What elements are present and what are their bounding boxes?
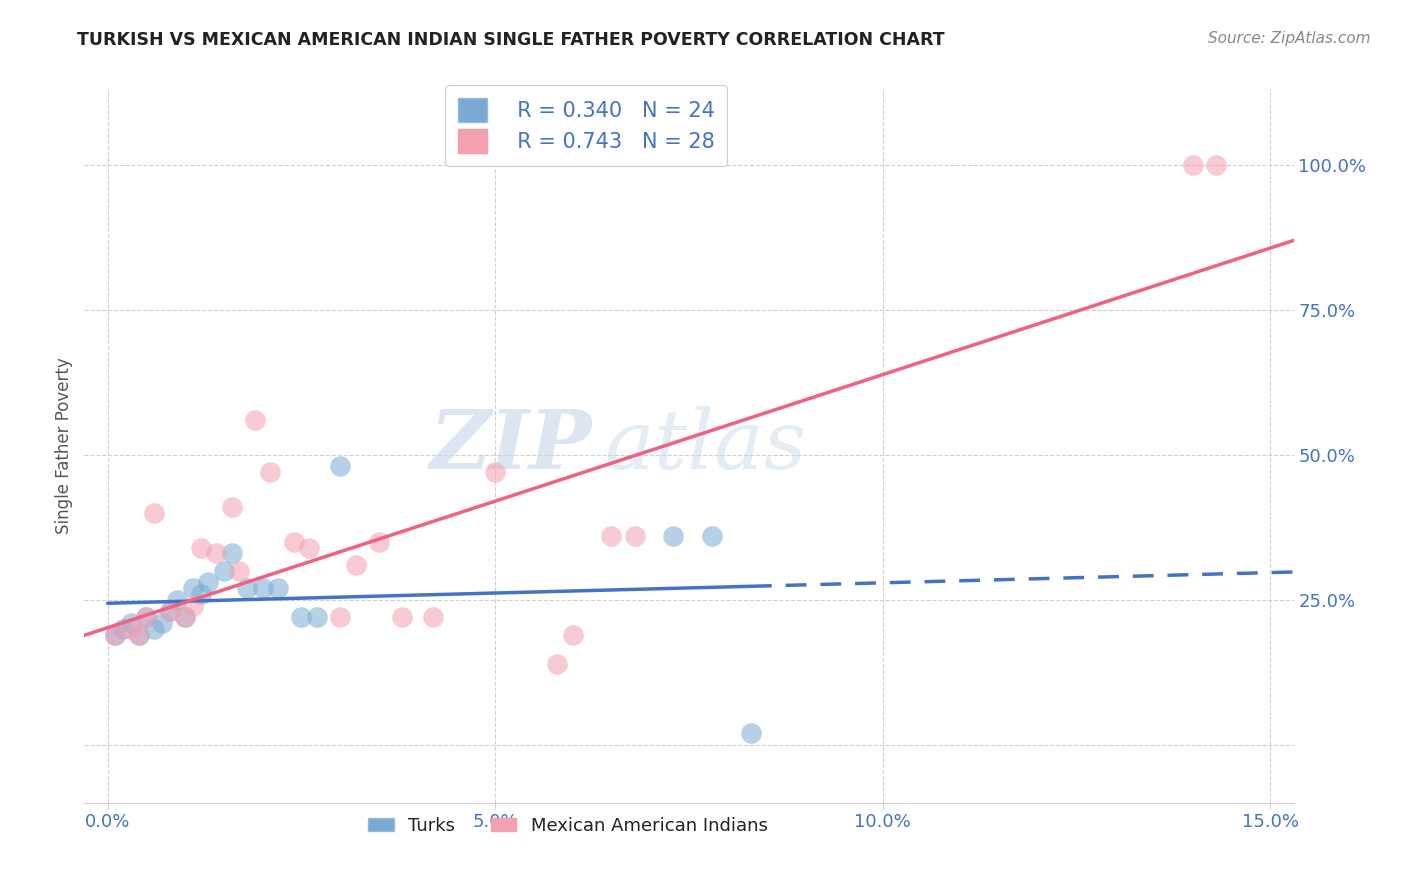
Point bbox=[298, 541, 321, 555]
Point bbox=[190, 541, 212, 555]
Point bbox=[128, 627, 150, 641]
Point bbox=[259, 465, 281, 479]
Point bbox=[1205, 158, 1227, 172]
Point bbox=[367, 534, 389, 549]
Point bbox=[181, 581, 204, 595]
Point bbox=[600, 529, 623, 543]
Point bbox=[112, 622, 135, 636]
Point bbox=[174, 610, 197, 624]
Legend: Turks, Mexican American Indians: Turks, Mexican American Indians bbox=[360, 807, 776, 844]
Point bbox=[623, 529, 645, 543]
Point bbox=[135, 610, 157, 624]
Point bbox=[329, 459, 352, 474]
Point bbox=[159, 604, 181, 618]
Point bbox=[221, 500, 243, 514]
Point bbox=[159, 604, 181, 618]
Text: atlas: atlas bbox=[605, 406, 807, 486]
Point bbox=[181, 599, 204, 613]
Point bbox=[143, 622, 166, 636]
Point bbox=[236, 581, 259, 595]
Point bbox=[128, 627, 150, 641]
Point bbox=[290, 610, 312, 624]
Point bbox=[740, 726, 762, 740]
Point bbox=[329, 610, 352, 624]
Point bbox=[305, 610, 328, 624]
Point bbox=[283, 534, 305, 549]
Point bbox=[422, 610, 444, 624]
Text: TURKISH VS MEXICAN AMERICAN INDIAN SINGLE FATHER POVERTY CORRELATION CHART: TURKISH VS MEXICAN AMERICAN INDIAN SINGL… bbox=[77, 31, 945, 49]
Point bbox=[174, 610, 197, 624]
Point bbox=[205, 546, 228, 560]
Point bbox=[702, 529, 724, 543]
Text: ZIP: ZIP bbox=[430, 406, 592, 486]
Point bbox=[267, 581, 290, 595]
Point bbox=[546, 657, 568, 671]
Point bbox=[104, 627, 127, 641]
Text: Source: ZipAtlas.com: Source: ZipAtlas.com bbox=[1208, 31, 1371, 46]
Point bbox=[221, 546, 243, 560]
Point bbox=[166, 592, 188, 607]
Point bbox=[484, 465, 506, 479]
Point bbox=[104, 627, 127, 641]
Point bbox=[197, 575, 219, 590]
Point bbox=[120, 622, 142, 636]
Point bbox=[561, 627, 583, 641]
Point bbox=[143, 506, 166, 520]
Point bbox=[135, 610, 157, 624]
Point bbox=[243, 413, 266, 427]
Y-axis label: Single Father Poverty: Single Father Poverty bbox=[55, 358, 73, 534]
Point bbox=[391, 610, 413, 624]
Point bbox=[190, 587, 212, 601]
Point bbox=[344, 558, 367, 572]
Point bbox=[662, 529, 685, 543]
Point bbox=[150, 615, 173, 630]
Point bbox=[120, 615, 142, 630]
Point bbox=[228, 564, 250, 578]
Point bbox=[252, 581, 274, 595]
Point bbox=[1181, 158, 1204, 172]
Point bbox=[212, 564, 235, 578]
